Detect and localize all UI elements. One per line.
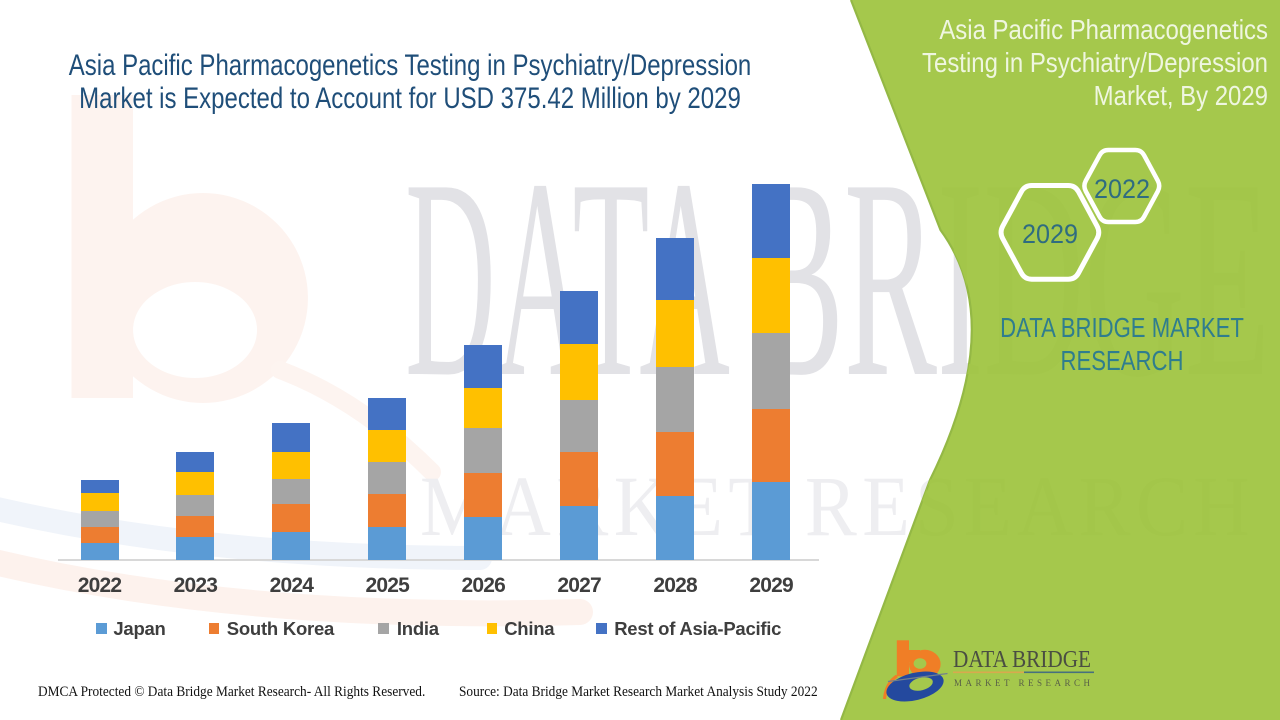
svg-text:2029: 2029: [1022, 219, 1078, 249]
svg-text:MARKET RESEARCH: MARKET RESEARCH: [954, 678, 1094, 688]
svg-text:DATA BRIDGE: DATA BRIDGE: [953, 647, 1091, 673]
svg-text:2022: 2022: [1094, 174, 1150, 204]
